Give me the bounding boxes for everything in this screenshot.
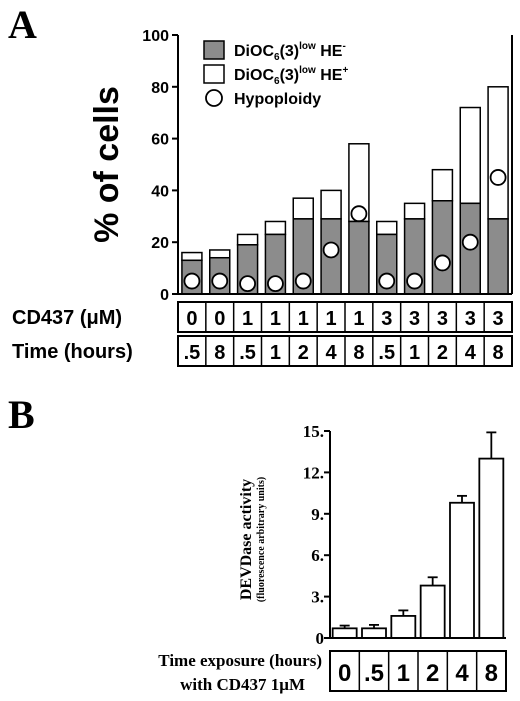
table-cell: 1 (409, 342, 420, 364)
bar-he-negative (348, 220, 370, 295)
panel-b-label: B (8, 392, 35, 437)
hypoploidy-marker (489, 169, 507, 186)
y-tick-label: 6. (311, 546, 324, 565)
devdase-bar (478, 457, 505, 639)
bar-he-positive (403, 202, 426, 220)
bar-he-positive (320, 189, 342, 220)
devdase-bar (390, 615, 417, 639)
legend-label-he-positive: DiOC6(3)low HE+ (234, 65, 348, 87)
y-axis-sublabel: (fluorescence arbitrary units) (256, 477, 267, 602)
panel-b-table: 0 .5 1 2 4 8 (329, 650, 507, 692)
table-cell: 1 (353, 308, 364, 330)
hypoploidy-marker (406, 272, 423, 290)
row-label-time: Time (hours) (12, 341, 133, 363)
table-cell: 3 (465, 308, 476, 330)
table-cell: 3 (437, 308, 448, 330)
hypoploidy-marker (183, 272, 201, 290)
devdase-bar (419, 584, 446, 639)
table-cell: .5 (239, 342, 256, 364)
bar-he-positive (264, 220, 287, 236)
y-tick-label: 0 (160, 287, 169, 304)
table-cell: 8 (353, 342, 364, 364)
hypoploidy-marker (378, 272, 396, 290)
table-cell: 1 (298, 308, 309, 330)
bar-he-negative (487, 218, 509, 295)
x-axis-label-line1: Time exposure (hours) (158, 651, 322, 670)
table-cell: .5 (184, 342, 201, 364)
category-cell: 8 (485, 660, 498, 687)
legend-swatch-he-negative (203, 40, 225, 60)
hypoploidy-marker (239, 275, 256, 293)
hypoploidy-marker (434, 254, 451, 272)
legend-label-he-negative: DiOC6(3)low HE- (234, 41, 346, 63)
bar-he-positive (292, 197, 314, 220)
bar-he-positive (376, 220, 398, 236)
y-axis-label: % of cells (88, 86, 126, 243)
panel-a-chart: % of cells 0 20 40 60 80 100 DiOC6(3)low HE-DiO… (88, 28, 513, 304)
bar-he-positive (236, 233, 259, 246)
table-cell: 0 (186, 308, 197, 330)
y-tick-label: 15. (303, 422, 324, 441)
hypoploidy-marker (267, 275, 284, 293)
bar-he-positive (487, 86, 509, 220)
table-cell: 8 (493, 342, 504, 364)
table-cell: 2 (298, 342, 309, 364)
y-tick-label: 3. (311, 588, 324, 607)
y-tick-label: 40 (151, 183, 169, 200)
table-cell: .5 (378, 342, 395, 364)
y-tick-label: 9. (311, 505, 324, 524)
x-axis-label-line2: with CD437 1μM (180, 675, 305, 694)
table-cell: 3 (409, 308, 420, 330)
panel-b-chart: DEVDase activity (fluorescence arbitrary … (158, 422, 506, 694)
bar-he-positive (209, 249, 231, 259)
bar-he-positive (181, 251, 203, 262)
hypoploidy-marker (294, 272, 312, 290)
category-cell: .5 (364, 660, 384, 687)
y-tick-label: 12. (303, 463, 324, 482)
hypoploidy-marker (350, 205, 368, 223)
table-cell: 8 (214, 342, 225, 364)
table-cell: 0 (214, 308, 225, 330)
hypoploidy-marker (322, 241, 340, 259)
category-cell: 1 (397, 660, 410, 687)
y-tick-label: 100 (142, 28, 169, 45)
devdase-bar (449, 501, 475, 639)
table-cell: 3 (381, 308, 392, 330)
y-axis-label: DEVDase activity (238, 479, 255, 600)
table-cell: 1 (242, 308, 253, 330)
category-cell: 2 (426, 660, 439, 687)
bar-he-negative (431, 200, 454, 295)
table-cell: 1 (326, 308, 337, 330)
row-label-cd437: CD437 (μM) (12, 307, 122, 329)
table-cell: 3 (493, 308, 504, 330)
y-tick-label: 60 (151, 132, 169, 149)
hypoploidy-marker (461, 233, 479, 251)
table-cell: 2 (437, 342, 448, 364)
category-cell: 4 (455, 660, 469, 687)
table-cell: 4 (465, 342, 477, 364)
table-cell: 1 (270, 342, 281, 364)
table-cell: 1 (270, 308, 281, 330)
bar-he-positive (459, 106, 481, 205)
legend-swatch-he-positive (203, 64, 225, 84)
devdase-bar (331, 627, 358, 639)
category-cell: 0 (338, 660, 351, 687)
legend-label-hypoploidy: Hypoploidy (234, 91, 321, 108)
y-tick-label: 0 (316, 629, 325, 648)
y-tick-label: 80 (151, 80, 169, 97)
devdase-bar (361, 627, 387, 639)
bar-he-positive (431, 168, 454, 202)
y-tick-label: 20 (151, 235, 169, 252)
table-cell: 4 (326, 342, 338, 364)
panel-a-label: A (8, 2, 37, 47)
hypoploidy-marker (211, 272, 229, 290)
legend-swatch-hypoploidy (205, 89, 223, 107)
